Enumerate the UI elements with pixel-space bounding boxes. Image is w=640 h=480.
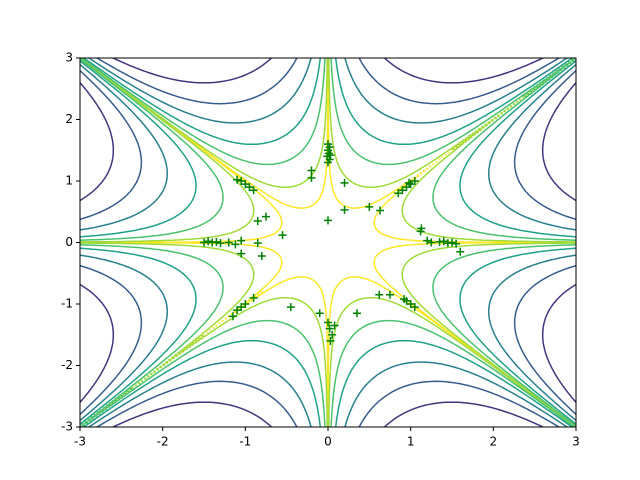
scatter-point [386,290,394,299]
scatter-point [307,166,316,175]
y-tick-label: -3 [61,420,73,434]
scatter-point [456,247,465,256]
scatter-point [325,324,334,333]
scatter-point [278,231,287,240]
scatter-point [328,330,337,339]
scatter-point [253,216,262,225]
y-tick-label: 0 [65,235,73,249]
scatter-point [352,309,361,318]
scatter-point [249,293,258,302]
x-tick-label: 1 [407,435,415,449]
scatter-point [439,237,448,246]
scatter-point [406,180,415,189]
scatter-point [376,206,385,215]
x-tick-label: 2 [490,435,498,449]
y-tick-label: -2 [61,358,73,372]
y-tick-label: 1 [65,174,73,188]
scatter-point [340,178,349,187]
contour-line [80,58,576,427]
scatter-point [231,240,240,249]
scatter-point [212,237,221,246]
x-tick-label: -2 [157,435,169,449]
x-tick-label: -3 [74,435,86,449]
y-tick-label: 3 [65,51,73,65]
scatter-point [324,216,332,225]
scatter-point [253,239,262,248]
scatter-point [324,158,332,167]
contour-line [80,58,576,427]
scatter-point [394,189,403,198]
scatter-point [448,238,456,247]
scatter-point [400,295,409,304]
scatter-point [410,177,419,185]
contour-layer [80,58,576,427]
scatter-point [237,177,246,185]
scatter-point [262,212,270,221]
x-tick-label: 0 [324,435,332,449]
scatter-layer [200,140,465,345]
scatter-point [340,205,349,214]
x-tick-label: -1 [239,435,251,449]
scatter-point [233,175,242,184]
scatter-point [241,180,250,189]
scatter-point [416,227,425,236]
scatter-point [200,238,208,247]
y-tick-label: -1 [61,297,73,311]
scatter-point [286,303,295,312]
scatter-point [237,249,246,258]
scatter-point [326,151,335,160]
scatter-point [324,318,332,327]
scatter-point [452,239,461,248]
scatter-point [237,236,246,245]
x-tick-label: 3 [572,435,580,449]
scatter-point [228,312,237,321]
scatter-point [204,237,213,246]
scatter-point [365,202,374,211]
scatter-point [402,183,411,192]
scatter-point [427,238,436,247]
y-tick-label: 2 [65,112,73,126]
scatter-point [307,173,316,182]
scatter-point [406,300,415,308]
scatter-point [423,236,432,245]
scatter-point [237,303,246,312]
scatter-point [216,239,225,248]
scatter-point [257,252,266,261]
scatter-point [241,300,250,308]
scatter-point [224,238,233,247]
scatter-point [249,186,258,195]
scatter-point [326,336,335,345]
scatter-point [315,309,324,318]
scatter-point [410,303,419,312]
scatter-point [330,321,339,330]
scatter-point [405,178,414,187]
scatter-point [375,290,384,299]
scatter-point [398,186,407,195]
scatter-point [233,306,242,315]
scatter-point [245,183,254,192]
